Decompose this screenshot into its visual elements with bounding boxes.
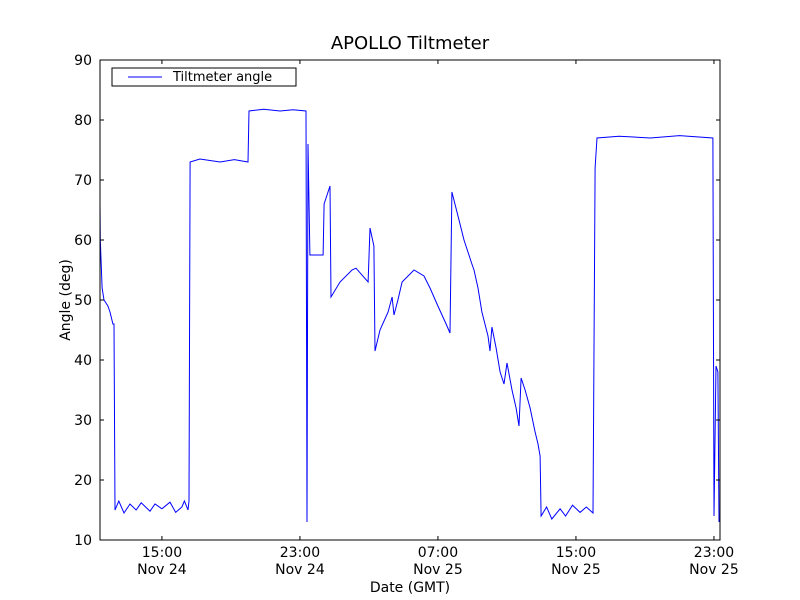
x-axis-label: Date (GMT) [370, 580, 450, 596]
x-tick-label-time: 23:00 [280, 545, 320, 561]
x-tick-label-date: Nov 25 [689, 562, 739, 578]
y-tick-label: 50 [74, 293, 92, 309]
series-line-tiltmeter-angle [99, 108, 720, 523]
y-tick-label: 60 [74, 233, 92, 249]
x-tick-label-date: Nov 25 [413, 562, 463, 578]
y-tick-label: 30 [74, 413, 92, 429]
legend: Tiltmeter angle [111, 67, 297, 87]
y-tick-label: 80 [74, 113, 92, 129]
x-tick-label-date: Nov 24 [275, 562, 325, 578]
x-tick-label-time: 23:00 [694, 545, 734, 561]
y-tick-label: 70 [74, 173, 92, 189]
x-tick-label-time: 07:00 [418, 545, 458, 561]
y-axis: 10 20 30 40 50 60 70 80 90 [74, 53, 720, 549]
y-axis-label: Angle (deg) [58, 259, 74, 341]
chart-title: APOLLO Tiltmeter [331, 33, 490, 54]
plot-area [99, 108, 720, 523]
x-tick-label-date: Nov 25 [551, 562, 601, 578]
y-tick-label: 90 [74, 53, 92, 69]
x-tick-label-time: 15:00 [142, 545, 182, 561]
axes-frame [99, 59, 721, 541]
legend-box [111, 67, 297, 87]
y-tick-label: 20 [74, 473, 92, 489]
y-tick-label: 10 [74, 533, 92, 549]
y-tick-label: 40 [74, 353, 92, 369]
x-tick-label-date: Nov 24 [137, 562, 187, 578]
x-tick-label-time: 15:00 [556, 545, 596, 561]
legend-label: Tiltmeter angle [172, 70, 272, 85]
